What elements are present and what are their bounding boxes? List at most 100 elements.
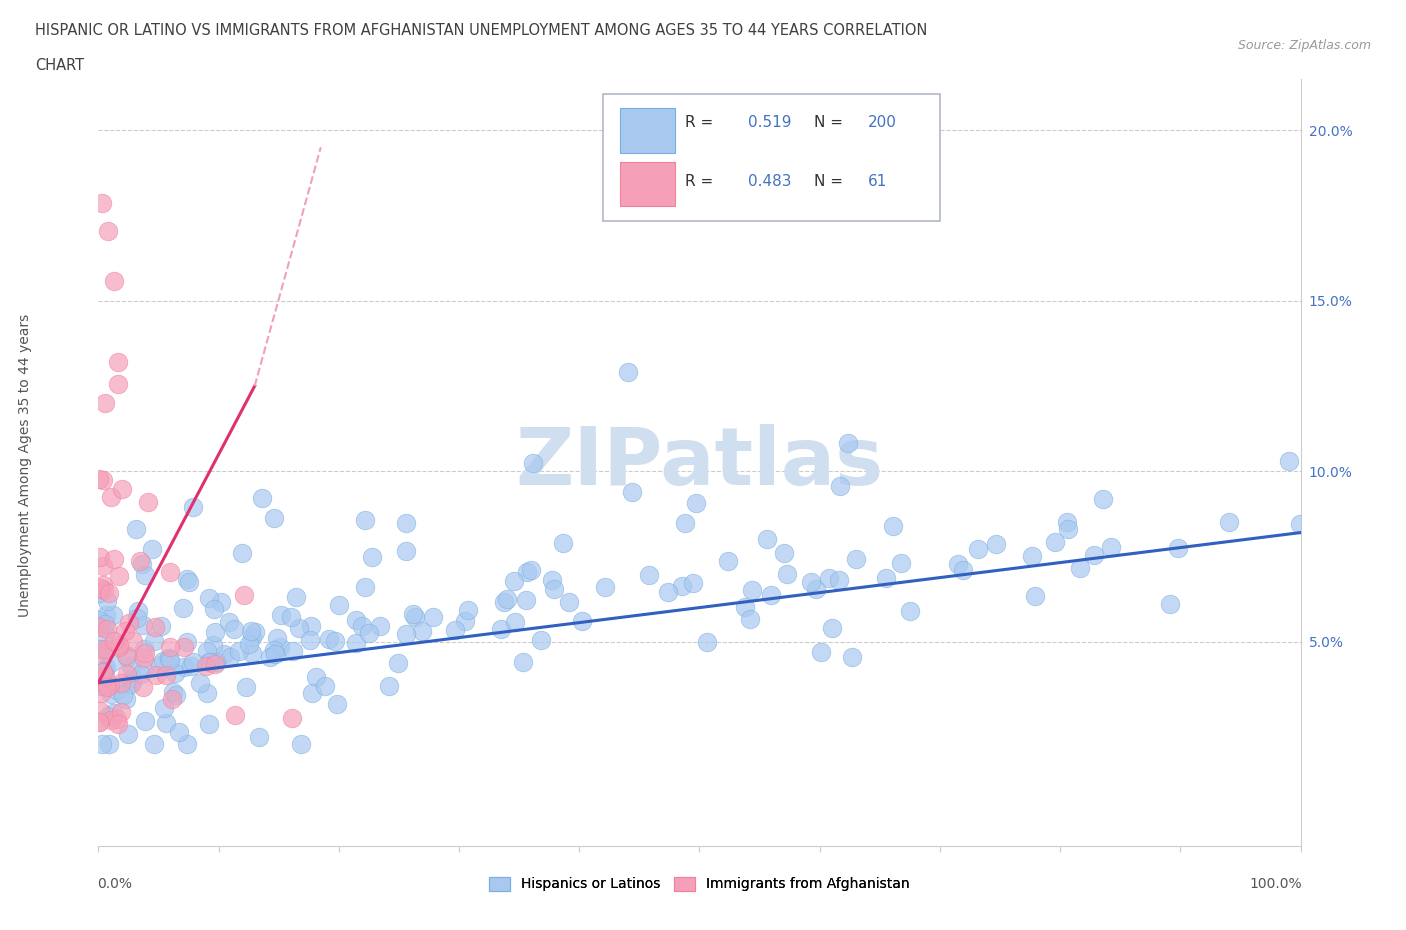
Point (685, 496, 707, 511)
Point (205, 655, 228, 670)
Point (132, 642, 155, 657)
Point (177, 575, 200, 590)
Point (98, 737, 121, 751)
Point (228, 644, 250, 658)
Point (235, 680, 257, 695)
Point (281, 711, 304, 725)
Point (94, 678, 117, 693)
Point (741, 582, 763, 597)
Point (155, 668, 177, 683)
Point (198, 655, 221, 670)
Point (1083, 547, 1105, 562)
Point (1099, 539, 1122, 554)
Point (352, 618, 374, 633)
FancyBboxPatch shape (620, 162, 675, 206)
Point (152, 653, 174, 668)
Point (115, 667, 138, 682)
Point (172, 601, 194, 616)
Point (776, 566, 799, 581)
Point (595, 579, 617, 594)
Point (503, 574, 526, 589)
Point (395, 515, 418, 530)
Point (1056, 514, 1078, 529)
Point (125, 521, 148, 536)
Point (740, 611, 762, 626)
Point (141, 541, 163, 556)
Point (107, 716, 129, 731)
Text: 200: 200 (868, 115, 897, 130)
Point (671, 578, 693, 593)
Point (159, 639, 181, 654)
Point (91, 645, 114, 660)
Point (173, 639, 195, 654)
Point (114, 624, 136, 639)
Point (87, 586, 110, 601)
Point (94, 395, 117, 410)
Point (263, 511, 285, 525)
Text: 61: 61 (868, 174, 887, 189)
Point (239, 623, 262, 638)
Point (387, 656, 409, 671)
Point (443, 623, 465, 638)
Point (875, 571, 897, 586)
Point (457, 603, 479, 618)
Point (395, 627, 418, 642)
Point (1045, 535, 1067, 550)
Point (176, 737, 198, 751)
Point (378, 679, 401, 694)
Point (159, 565, 181, 579)
Point (952, 563, 974, 578)
Point (492, 595, 515, 610)
Point (197, 590, 219, 604)
Point (110, 705, 132, 720)
Point (100, 712, 122, 727)
Point (828, 572, 851, 587)
Point (841, 650, 863, 665)
Point (165, 687, 187, 702)
Point (717, 554, 740, 569)
Point (454, 614, 477, 629)
Point (845, 551, 868, 566)
Point (299, 618, 322, 633)
Point (283, 644, 305, 658)
Point (117, 727, 139, 742)
Point (89, 674, 111, 689)
Point (176, 572, 198, 587)
Text: 0.483: 0.483 (748, 174, 792, 189)
Point (195, 685, 218, 700)
Point (558, 594, 581, 609)
Point (818, 571, 841, 586)
Text: 0.0%: 0.0% (97, 877, 132, 891)
Point (620, 485, 643, 499)
Point (696, 634, 718, 649)
Point (90, 195, 112, 210)
Point (89, 703, 111, 718)
Point (112, 687, 135, 702)
Point (194, 658, 217, 673)
Point (326, 696, 349, 711)
Point (134, 645, 156, 660)
Point (238, 636, 260, 651)
Point (266, 631, 288, 645)
Point (100, 489, 122, 504)
Point (131, 618, 153, 632)
Point (553, 535, 575, 550)
Point (143, 619, 166, 634)
Point (91, 665, 114, 680)
Point (89, 642, 111, 657)
Point (134, 713, 156, 728)
Point (201, 637, 224, 652)
Point (143, 737, 166, 751)
Point (1057, 522, 1080, 537)
Point (967, 541, 990, 556)
Point (231, 545, 253, 560)
Point (1289, 516, 1312, 531)
FancyBboxPatch shape (603, 95, 939, 221)
Point (543, 582, 565, 597)
Point (571, 614, 593, 629)
Point (89, 581, 111, 596)
Point (301, 685, 323, 700)
Point (204, 625, 226, 640)
Point (93, 662, 115, 677)
Point (121, 671, 143, 685)
